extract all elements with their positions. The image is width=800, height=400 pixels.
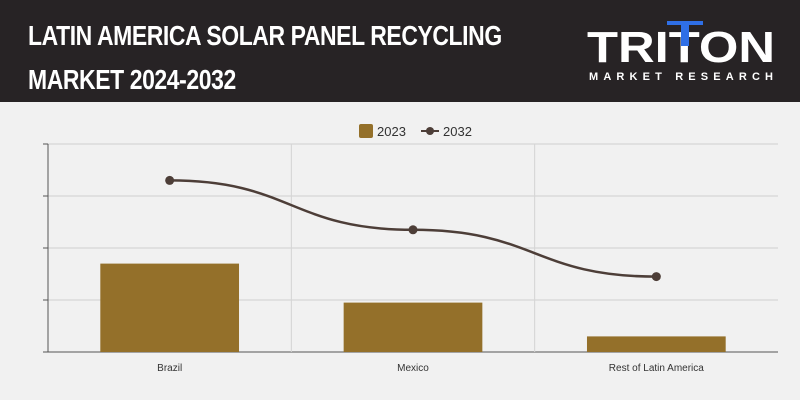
page-title: LATIN AMERICA SOLAR PANEL RECYCLING MARK… xyxy=(28,14,502,102)
x-tick-label: Mexico xyxy=(397,363,429,374)
line-series-2032 xyxy=(165,175,661,282)
header-banner: LATIN AMERICA SOLAR PANEL RECYCLING MARK… xyxy=(0,0,800,102)
line-point-brazil xyxy=(165,175,175,185)
logo-accent-icon xyxy=(667,21,703,46)
title-line-2: MARKET 2024-2032 xyxy=(28,64,236,95)
triton-logo: TRITON MARKET RESEARCH xyxy=(587,21,775,83)
title-line-1: LATIN AMERICA SOLAR PANEL RECYCLING xyxy=(28,20,502,51)
legend-label-2032: 2032 xyxy=(443,124,472,139)
line-point-mexico xyxy=(408,225,418,235)
bar-brazil xyxy=(100,263,240,352)
x-tick-label: Rest of Latin America xyxy=(609,363,704,374)
bar-mexico xyxy=(343,302,483,352)
legend-swatch-2023 xyxy=(359,124,373,138)
line-point-rest-of-latin-america xyxy=(651,272,661,282)
bar-series-2023 xyxy=(100,263,726,352)
chart-area: 2023 2032 Brazil Mexico Rest of Latin Amer… xyxy=(0,102,800,400)
x-tick-label: Brazil xyxy=(157,363,182,374)
x-axis-labels: Brazil Mexico Rest of Latin America xyxy=(157,363,704,374)
legend-label-2023: 2023 xyxy=(377,124,406,139)
chart-legend: 2023 2032 xyxy=(359,124,472,139)
chart-svg: 2023 2032 Brazil Mexico Rest of Latin Amer… xyxy=(43,124,778,374)
legend-marker-2032 xyxy=(426,127,434,135)
bar-rest-of-latin-america xyxy=(586,336,726,352)
logo-subtext: MARKET RESEARCH xyxy=(589,71,773,83)
